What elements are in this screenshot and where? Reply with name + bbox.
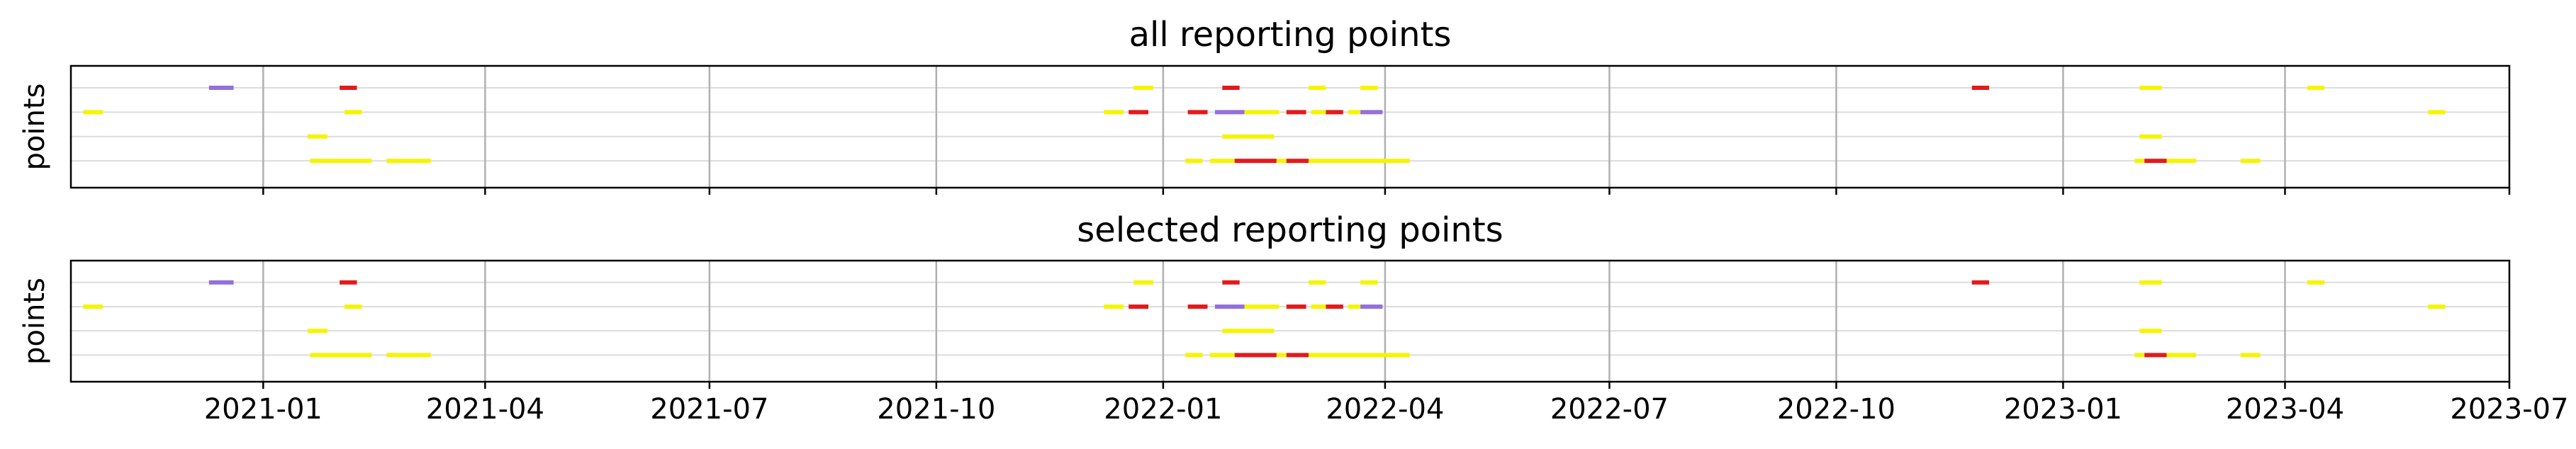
x-tick-label: 2023-01 [2004,393,2122,426]
y-axis-label: points [18,278,51,365]
timeline-segment [1326,110,1343,115]
timeline-segment [307,329,327,334]
timeline-segment [1348,110,1361,115]
timeline-segment [2139,329,2162,334]
timeline-segment [2134,159,2145,164]
timeline-segment [1244,110,1279,115]
timeline-segment [1209,159,1235,164]
panel-title: all reporting points [1129,15,1452,55]
timeline-segment [1326,304,1343,309]
timeline-segment [1185,353,1203,358]
x-tick-label: 2021-01 [204,393,323,426]
timeline-segment [1133,280,1153,285]
timeline-segment [1234,353,1277,358]
timeline-segment [340,280,357,285]
timeline-segment [310,159,372,164]
timeline-segment [1129,304,1148,309]
timeline-segment [1311,304,1326,309]
timeline-segment [1311,110,1326,115]
timeline-segment [1360,85,1378,90]
timeline-segment [1185,159,1203,164]
timeline-segment [1187,304,1208,309]
chart-panel: 2021-01 2021-04 2021-07 2021-10 2022-01 2022-… [18,210,2569,426]
timeline-segment [2139,85,2162,90]
timeline-segment [2240,353,2261,358]
timeline-segment [1360,280,1378,285]
timeline-segment [1286,159,1309,164]
x-tick-label: 2022-01 [1104,393,1222,426]
timeline-segment [1222,280,1240,285]
timeline-segment [2428,304,2446,309]
timeline-segment [2307,280,2325,285]
timeline-segment [1286,353,1309,358]
timeline-segment [1244,304,1279,309]
x-tick-label: 2021-07 [650,393,768,426]
timeline-segment [1286,110,1306,115]
timeline-segment [345,304,362,309]
axes-frame [69,64,2511,189]
timeline-segment [83,304,103,309]
panels: all reporting points points 2021-01 2021-04… [18,15,2569,426]
timeline-segment [2134,353,2145,358]
timeline-segment [2144,159,2167,164]
timeline-segment [1104,304,1124,309]
timeline-segment [386,159,431,164]
timeline-segment [340,85,357,90]
timeline-segment [1286,304,1306,309]
timeline-segment [1222,329,1275,334]
timeline-segment [1214,110,1245,115]
timeline-segment [208,85,234,90]
timeline-segment [1309,85,1326,90]
timeline-segment [2139,280,2162,285]
timeline-segment [1348,304,1361,309]
chart-panel: all reporting points points [18,15,2511,195]
timeline-segment [2144,353,2167,358]
timeline-segment [2307,85,2325,90]
timeline-segment [386,353,431,358]
timeline-segment [1214,304,1245,309]
timeline-segment [2166,353,2197,358]
timeline-segment [1104,110,1124,115]
panel-title: selected reporting points [1077,210,1503,250]
x-tick-label: 2022-10 [1777,393,1895,426]
timeline-segment [345,110,362,115]
timeline-segment [2166,159,2197,164]
timeline-segment [2139,134,2162,139]
timeline-segment [1309,159,1410,164]
timeline-segment [1309,353,1410,358]
timeline-segment [1187,110,1208,115]
timeline-segment [1971,280,1990,285]
timeline-segment [1360,110,1383,115]
timeline-segment [1276,159,1287,164]
timeline-segment [1309,280,1326,285]
x-tick-label: 2023-04 [2226,393,2344,426]
x-tick-label: 2021-10 [877,393,995,426]
timeline-segment [1222,85,1240,90]
timeline-segment [1222,134,1275,139]
x-tick-label: 2022-07 [1550,393,1669,426]
timeline-segment [1129,110,1148,115]
timeline-segment [1209,353,1235,358]
timeline-segment [1276,353,1287,358]
timeline-segment [208,280,234,285]
timeline-segment [310,353,372,358]
y-axis-label: points [18,84,51,171]
x-tick-label: 2021-04 [426,393,544,426]
timeline-segment [1360,304,1383,309]
timeline-segment [1234,159,1277,164]
x-tick-label: 2023-07 [2450,393,2568,426]
timeline-segment [83,110,103,115]
timeline-segment [1971,85,1990,90]
x-tick-label: 2022-04 [1326,393,1444,426]
timeline-segment [2240,159,2261,164]
timeline-segment [2428,110,2446,115]
axes-frame [69,259,2511,383]
timeline-segment [307,134,327,139]
timeline-segment [1133,85,1153,90]
